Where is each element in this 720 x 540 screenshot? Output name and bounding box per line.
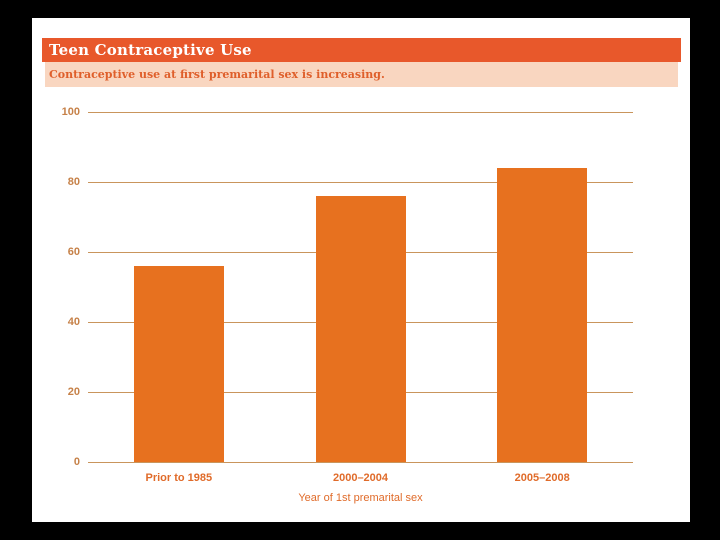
- x-tick-label: Prior to 1985: [145, 472, 213, 484]
- x-tick-label: 2005–2008: [514, 472, 570, 484]
- slide: Teen Contraceptive Use Contraceptive use…: [32, 18, 690, 522]
- bar: [133, 266, 224, 462]
- x-axis-title: Year of 1st premarital sex: [298, 492, 423, 504]
- slide-title: Teen Contraceptive Use: [49, 41, 252, 59]
- y-tick-label: 60: [67, 246, 80, 258]
- slide-title-bar: Teen Contraceptive Use: [42, 38, 681, 62]
- gridline: [88, 111, 633, 113]
- bar: [497, 168, 588, 462]
- gridline: [88, 461, 633, 463]
- bar: [315, 196, 406, 462]
- y-tick-label: 80: [67, 176, 80, 188]
- y-tick-label: 100: [61, 106, 80, 118]
- y-tick-label: 40: [67, 316, 80, 328]
- x-tick-label: 2000–2004: [332, 472, 389, 484]
- slide-subtitle: Contraceptive use at first premarital se…: [49, 68, 385, 81]
- slide-subtitle-bar: Contraceptive use at first premarital se…: [45, 62, 678, 87]
- plot-area: Year of 1st premarital sex 0 20 40 60 80 100 P…: [62, 106, 633, 504]
- y-tick-label: 0: [73, 456, 80, 468]
- y-tick-label: 20: [67, 386, 80, 398]
- gridline: [88, 181, 633, 183]
